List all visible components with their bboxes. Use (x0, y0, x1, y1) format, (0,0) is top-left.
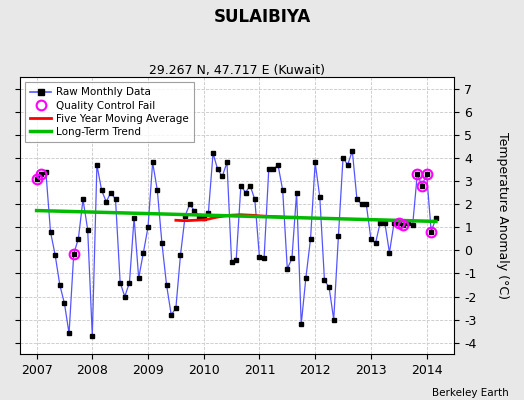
Y-axis label: Temperature Anomaly (°C): Temperature Anomaly (°C) (496, 132, 509, 299)
Text: Berkeley Earth: Berkeley Earth (432, 388, 508, 398)
Legend: Raw Monthly Data, Quality Control Fail, Five Year Moving Average, Long-Term Tren: Raw Monthly Data, Quality Control Fail, … (25, 82, 194, 142)
Text: SULAIBIYA: SULAIBIYA (213, 8, 311, 26)
Title: 29.267 N, 47.717 E (Kuwait): 29.267 N, 47.717 E (Kuwait) (149, 64, 325, 77)
